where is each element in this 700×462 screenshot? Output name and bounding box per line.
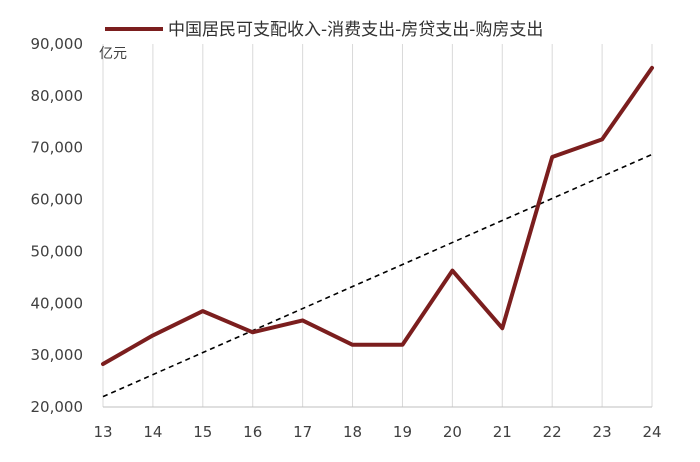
series-line-0	[101, 65, 654, 366]
y-axis-unit-label: 亿元	[99, 46, 127, 62]
axis-layer: 13 14 15 16 17 18 19 20 21 22 23 24 20,000 30,000 40,0…	[31, 35, 662, 441]
y-tick-label: 20,000	[31, 398, 84, 416]
x-tick-label: 19	[393, 423, 412, 441]
x-tick-label: 18	[343, 423, 362, 441]
legend: 中国居民可支配收入-消费支出-房贷支出-购房支出	[105, 20, 543, 40]
y-tick-label: 70,000	[31, 139, 84, 157]
x-tick-label: 24	[642, 423, 661, 441]
x-tick-label: 16	[243, 423, 262, 441]
x-tick-label: 14	[143, 423, 162, 441]
x-tick-label: 22	[543, 423, 562, 441]
x-tick-label: 20	[443, 423, 462, 441]
grid-layer	[102, 44, 653, 407]
x-tick-label: 15	[193, 423, 212, 441]
x-tick-label: 21	[493, 423, 512, 441]
y-tick-label: 50,000	[31, 242, 84, 260]
y-tick-label: 40,000	[31, 294, 84, 312]
x-tick-label: 13	[93, 423, 112, 441]
x-tick-label: 23	[593, 423, 612, 441]
legend-label-series-0: 中国居民可支配收入-消费支出-房贷支出-购房支出	[168, 20, 543, 40]
trendline	[102, 153, 653, 398]
y-tick-label: 90,000	[31, 35, 84, 53]
series-layer	[101, 65, 654, 398]
y-tick-label: 30,000	[31, 346, 84, 364]
x-tick-label: 17	[293, 423, 312, 441]
y-tick-label: 80,000	[31, 87, 84, 105]
y-tick-label: 60,000	[31, 191, 84, 209]
